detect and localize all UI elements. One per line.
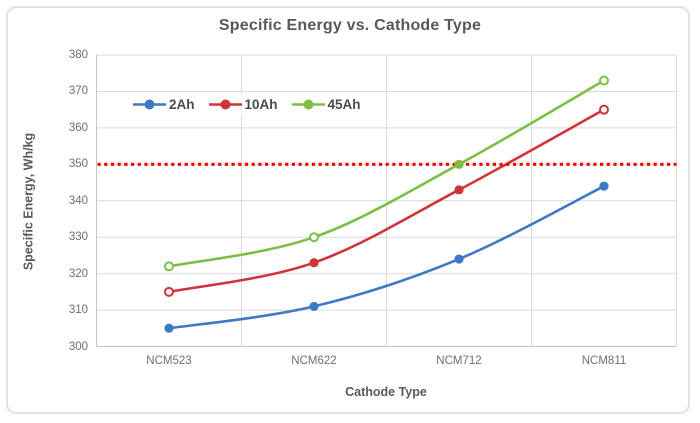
data-point-marker bbox=[599, 104, 609, 115]
y-tick-label: 380 bbox=[68, 49, 88, 61]
data-point-marker bbox=[164, 261, 174, 272]
x-tick-label: NCM523 bbox=[146, 355, 192, 367]
y-tick-label: 340 bbox=[68, 194, 88, 207]
data-point-marker bbox=[454, 185, 464, 195]
x-tick-label: NCM712 bbox=[436, 355, 482, 367]
data-point-marker bbox=[454, 159, 464, 169]
data-point-marker bbox=[454, 254, 464, 264]
data-point-marker bbox=[309, 258, 319, 268]
y-tick-label: 310 bbox=[68, 304, 88, 317]
data-point-marker bbox=[309, 301, 319, 312]
data-point-marker bbox=[309, 232, 319, 243]
legend-item-10Ah: 10Ah bbox=[208, 97, 278, 112]
legend-marker-icon bbox=[133, 99, 166, 110]
legend-marker-icon bbox=[291, 99, 325, 110]
y-tick-label: 320 bbox=[68, 267, 88, 280]
series-line-2Ah bbox=[167, 184, 606, 330]
y-tick-label: 330 bbox=[68, 231, 88, 244]
data-point-marker bbox=[599, 181, 609, 191]
legend: 2Ah 10Ah 45Ah bbox=[128, 94, 366, 115]
y-tick-label: 370 bbox=[68, 85, 88, 98]
y-tick-label: 300 bbox=[68, 340, 88, 353]
x-tick-label: NCM622 bbox=[291, 355, 337, 367]
x-tick-label: NCM811 bbox=[581, 355, 627, 367]
legend-label: 2Ah bbox=[169, 97, 195, 112]
legend-marker-icon bbox=[208, 99, 242, 110]
legend-label: 10Ah bbox=[244, 97, 278, 112]
data-point-marker bbox=[164, 323, 174, 333]
chart-title: Specific Energy vs. Cathode Type bbox=[218, 17, 482, 34]
data-point-marker bbox=[164, 286, 174, 297]
legend-item-45Ah: 45Ah bbox=[291, 97, 361, 112]
data-point-marker bbox=[599, 75, 609, 86]
series-line-10Ah bbox=[167, 108, 606, 294]
y-tick-label: 360 bbox=[68, 121, 88, 134]
legend-label: 45Ah bbox=[327, 97, 361, 112]
legend-item-2Ah: 2Ah bbox=[133, 97, 195, 112]
series-line-45Ah bbox=[167, 79, 606, 268]
x-axis-title: Cathode Type bbox=[345, 385, 427, 399]
y-tick-label: 350 bbox=[68, 158, 88, 171]
